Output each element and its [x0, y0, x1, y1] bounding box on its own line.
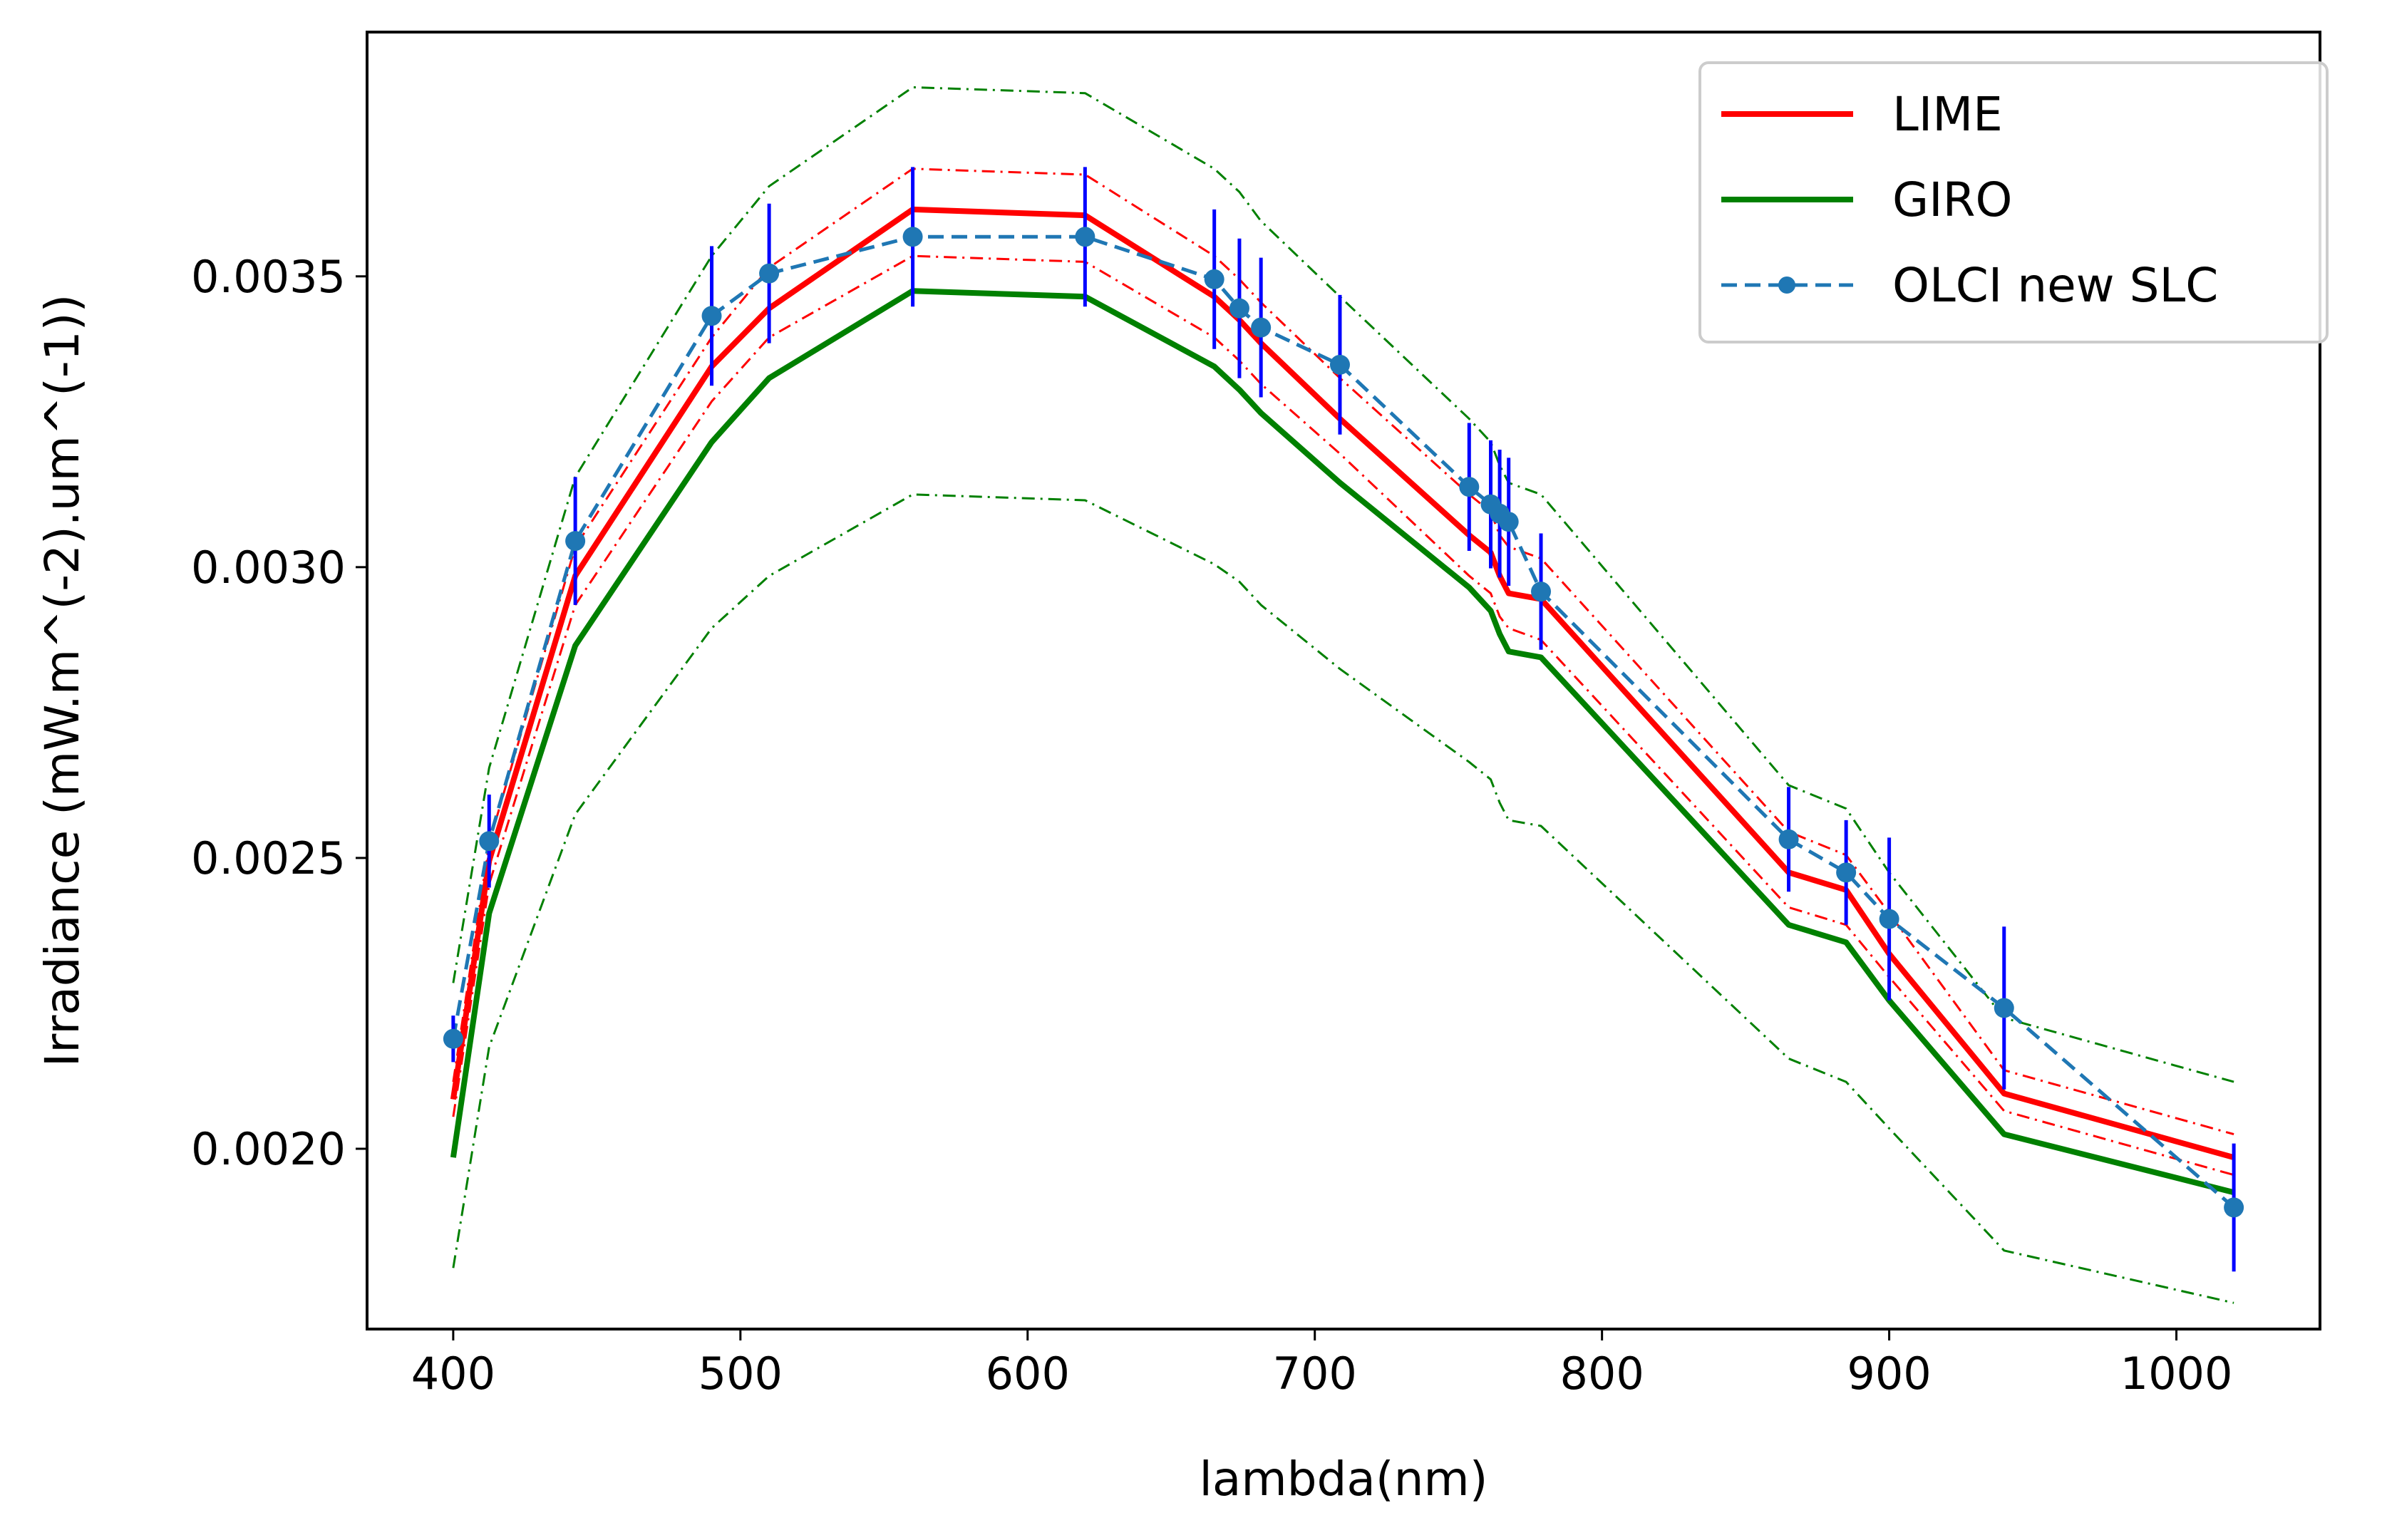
- x-tick-label: 1000: [2120, 1348, 2233, 1400]
- data-point: [1498, 512, 1519, 532]
- data-point: [1204, 269, 1224, 289]
- series-line-giro: [450, 288, 2235, 1196]
- data-point: [1879, 909, 1899, 929]
- y-tick-label: 0.0035: [191, 251, 346, 303]
- data-point: [1075, 227, 1095, 247]
- data-point: [1329, 354, 1350, 375]
- series-line-giro-lower-bound: [452, 493, 2234, 1304]
- x-tick-label: 400: [411, 1348, 495, 1400]
- data-point: [565, 531, 586, 552]
- series-giro: [450, 288, 2235, 1196]
- data-point: [1531, 582, 1552, 602]
- legend-marker-olci: [1778, 277, 1795, 294]
- data-point: [1836, 862, 1857, 883]
- x-tick-label: 900: [1847, 1348, 1931, 1400]
- x-axis-label: lambda(nm): [1200, 1452, 1488, 1507]
- series-lime-lower-bound: [452, 254, 2234, 1177]
- series-giro-lower-bound: [452, 493, 2234, 1304]
- x-tick-label: 800: [1559, 1348, 1644, 1400]
- x-tick-label: 700: [1273, 1348, 1357, 1400]
- data-point: [759, 263, 780, 284]
- data-point: [701, 306, 722, 326]
- data-point: [1778, 829, 1799, 849]
- data-point: [443, 1028, 463, 1049]
- legend: LIME GIRO OLCI new SLC: [1698, 61, 2329, 343]
- legend-box: [1698, 61, 2329, 343]
- series-giro-upper-bound: [452, 86, 2234, 1083]
- data-point: [1229, 298, 1249, 319]
- x-tick-label: 600: [986, 1348, 1070, 1400]
- y-tick-label: 0.0025: [191, 832, 346, 884]
- x-tick-label: 500: [698, 1348, 783, 1400]
- legend-label-giro: GIRO: [1892, 172, 2012, 227]
- data-point: [2224, 1197, 2244, 1218]
- series-olci-new-slc: [443, 167, 2244, 1272]
- data-point: [1994, 998, 2014, 1018]
- legend-label-lime: LIME: [1892, 87, 2003, 142]
- data-point: [479, 831, 500, 852]
- y-axis: 0.0020 0.0025 0.0030 0.0035: [191, 251, 367, 1175]
- series-line-giro-upper-bound: [452, 86, 2234, 1083]
- y-tick-label: 0.0020: [191, 1123, 346, 1175]
- series-line-lime-lower-bound: [452, 254, 2234, 1177]
- plot-area: [443, 86, 2244, 1304]
- plot-frame: [366, 31, 2321, 1330]
- y-axis-label: Irradiance (mW.m^(-2).um^(-1)): [35, 294, 90, 1067]
- x-axis: 400 500 600 700 800 900 1000: [411, 1329, 2233, 1400]
- data-point: [1251, 317, 1272, 338]
- data-point: [1459, 477, 1480, 497]
- legend-label-olci: OLCI new SLC: [1892, 258, 2218, 313]
- y-tick-label: 0.0030: [191, 542, 346, 594]
- data-point: [902, 227, 923, 247]
